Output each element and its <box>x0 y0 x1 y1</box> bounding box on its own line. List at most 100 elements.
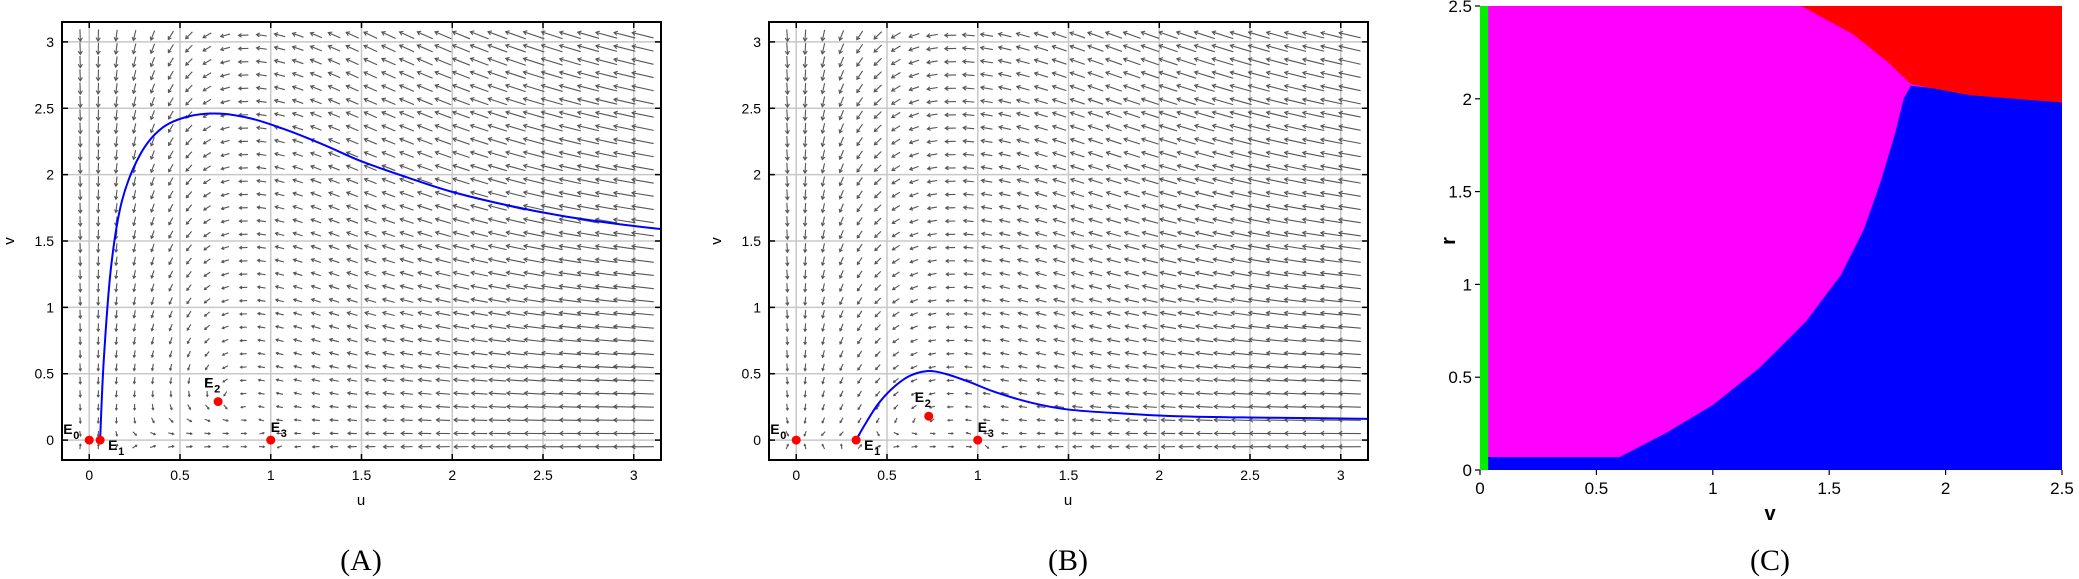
field-arrow <box>470 390 488 396</box>
field-arrow <box>309 98 322 105</box>
field-arrow <box>979 45 994 51</box>
field-arrow <box>77 216 83 228</box>
field-arrow <box>113 149 119 161</box>
field-arrow <box>382 364 395 370</box>
field-arrow <box>1301 97 1325 105</box>
field-arrow <box>908 86 920 92</box>
field-arrow <box>856 190 863 200</box>
field-arrow <box>838 283 844 293</box>
field-arrow <box>1265 337 1288 343</box>
field-arrow <box>594 110 618 118</box>
field-arrow <box>434 283 451 290</box>
field-arrow <box>980 204 993 210</box>
field-arrow <box>874 230 882 239</box>
field-arrow <box>1015 98 1030 104</box>
field-arrow <box>487 43 508 53</box>
field-arrow <box>131 29 137 42</box>
field-arrow <box>523 337 544 343</box>
field-arrow <box>1088 257 1103 264</box>
field-arrow <box>1283 377 1307 383</box>
field-arrow <box>980 111 993 118</box>
field-arrow <box>1051 84 1067 92</box>
field-arrow <box>187 404 192 411</box>
field-arrow <box>1283 297 1307 303</box>
field-arrow <box>1177 337 1195 343</box>
field-arrow <box>1213 377 1232 383</box>
field-arrow <box>631 84 654 92</box>
field-arrow <box>1036 404 1046 409</box>
field-arrow <box>1104 57 1123 66</box>
field-arrow <box>505 323 526 330</box>
field-arrow <box>113 56 119 69</box>
field-arrow <box>784 82 790 96</box>
field-arrow <box>1125 430 1138 437</box>
field-arrow <box>346 337 358 343</box>
field-arrow <box>1229 83 1252 92</box>
field-arrow <box>891 165 901 172</box>
field-arrow <box>838 43 845 55</box>
field-arrow <box>275 351 284 356</box>
field-arrow <box>470 243 489 251</box>
field-arrow <box>310 324 321 330</box>
field-arrow <box>346 270 358 277</box>
field-arrow <box>292 164 304 171</box>
field-arrow <box>925 46 938 52</box>
field-arrow <box>434 217 451 224</box>
field-arrow <box>259 431 265 435</box>
field-arrow <box>292 218 303 224</box>
field-arrow <box>785 417 789 425</box>
field-arrow <box>1194 217 1215 224</box>
field-arrow <box>1319 137 1343 145</box>
field-arrow <box>398 97 415 106</box>
field-arrow <box>999 271 1011 276</box>
field-arrow <box>1035 311 1047 316</box>
field-arrow <box>487 297 507 303</box>
field-arrow <box>891 191 901 198</box>
field-arrow <box>821 431 826 437</box>
field-arrow <box>310 297 321 303</box>
field-arrow <box>1229 190 1252 198</box>
field-arrow <box>505 350 525 356</box>
field-arrow <box>784 29 790 43</box>
field-arrow <box>96 417 100 425</box>
field-arrow <box>1015 111 1030 118</box>
field-arrow <box>292 178 304 184</box>
field-arrow <box>382 404 395 410</box>
field-arrow <box>346 391 358 396</box>
field-arrow <box>132 323 137 332</box>
field-arrow <box>1229 110 1252 119</box>
field-arrow <box>292 271 303 277</box>
field-arrow <box>1195 323 1214 330</box>
field-arrow <box>1034 151 1048 158</box>
field-arrow <box>944 165 956 171</box>
field-arrow <box>998 244 1011 250</box>
field-arrow <box>892 311 900 317</box>
field-arrow <box>1337 310 1361 316</box>
field-arrow <box>1319 337 1343 343</box>
field-arrow <box>1054 417 1064 423</box>
field-arrow <box>238 298 248 303</box>
region-green <box>1480 6 1489 470</box>
field-arrow <box>309 58 322 65</box>
field-arrow <box>802 162 808 175</box>
field-arrow <box>434 83 452 93</box>
field-arrow <box>928 365 936 370</box>
field-arrow <box>1194 270 1214 277</box>
field-arrow <box>612 110 636 118</box>
field-arrow <box>980 191 993 197</box>
field-arrow <box>293 445 301 449</box>
field-arrow <box>1319 257 1343 263</box>
field-arrow <box>167 57 174 67</box>
field-arrow <box>1176 163 1196 172</box>
field-arrow <box>929 418 935 423</box>
field-arrow <box>1053 377 1065 383</box>
field-arrow <box>998 164 1011 170</box>
field-arrow <box>131 123 137 134</box>
field-arrow <box>908 112 920 118</box>
field-arrow <box>630 284 654 290</box>
field-arrow <box>594 310 618 316</box>
field-arrow <box>1106 270 1121 277</box>
field-arrow <box>255 99 267 104</box>
field-arrow <box>470 444 488 450</box>
field-arrow <box>540 203 563 211</box>
